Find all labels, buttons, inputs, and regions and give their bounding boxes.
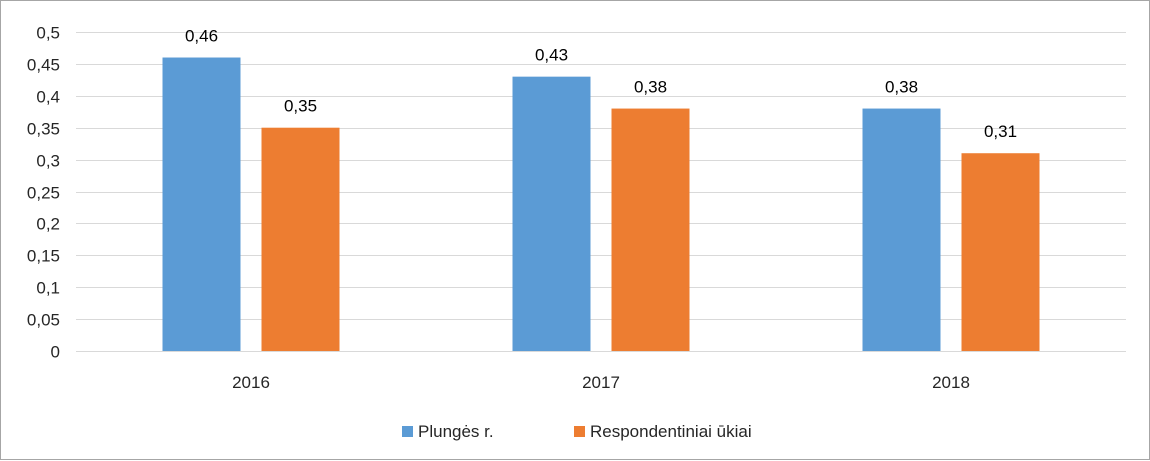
y-tick-label: 0,45 [27,56,60,75]
y-tick-label: 0,3 [36,152,60,171]
y-tick-label: 0 [51,343,60,362]
y-tick-label: 0,35 [27,120,60,139]
y-tick-label: 0,1 [36,279,60,298]
y-tick-label: 0,15 [27,247,60,266]
bar [261,127,340,351]
bars [162,57,1040,352]
bar [162,57,241,352]
x-tick-label: 2016 [232,373,270,392]
x-tick-label: 2018 [932,373,970,392]
bar [961,153,1040,351]
legend-swatch [574,426,585,437]
gridlines [76,32,1126,352]
x-axis-tick-labels: 2016 2017 2018 [232,373,970,392]
x-tick-label: 2017 [582,373,620,392]
data-label: 0,35 [284,97,317,116]
bar [512,76,591,351]
bar [611,108,690,351]
data-labels: 0,46 0,35 0,43 0,38 0,38 0,31 [185,27,1017,142]
y-tick-label: 0,2 [36,215,60,234]
data-label: 0,31 [984,122,1017,141]
data-label: 0,46 [185,27,218,46]
legend-label: Plungės r. [418,422,494,441]
legend-swatch [402,426,413,437]
data-label: 0,43 [535,46,568,65]
bar [862,108,941,351]
data-label: 0,38 [634,78,667,97]
legend: Plungės r. Respondentiniai ūkiai [402,422,752,441]
y-tick-label: 0,5 [36,24,60,43]
y-tick-label: 0,25 [27,184,60,203]
legend-label: Respondentiniai ūkiai [590,422,752,441]
y-tick-label: 0,4 [36,88,60,107]
y-tick-label: 0,05 [27,311,60,330]
y-axis-tick-labels: 0 0,05 0,1 0,15 0,2 0,25 0,3 0,35 0,4 0,45 0,5 [27,24,60,362]
data-label: 0,38 [885,78,918,97]
